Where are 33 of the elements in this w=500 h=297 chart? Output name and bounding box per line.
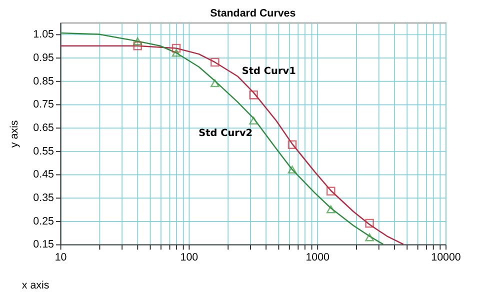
series-label: Std Curv1 <box>242 66 296 78</box>
point <box>249 116 258 124</box>
x-tick-label: 1000 <box>306 251 330 264</box>
point <box>133 41 142 50</box>
chart-title: Standard Curves <box>210 8 296 20</box>
x-tick-label: 100 <box>180 251 198 264</box>
x-axis-title: x axis <box>22 280 50 292</box>
point <box>365 218 374 228</box>
point <box>326 205 336 214</box>
point <box>326 186 336 196</box>
x-tick-label: 10000 <box>431 251 461 264</box>
y-tick-label: 0.35 <box>33 192 54 204</box>
y-axis-title: y axis <box>8 120 21 148</box>
y-tick-label: 0.25 <box>33 215 54 228</box>
y-tick-label: 0.95 <box>33 52 54 64</box>
series-label: Std Curv2 <box>198 128 253 139</box>
y-tick-label: 0.65 <box>33 122 54 134</box>
y-tick-label: 1.05 <box>33 28 54 41</box>
point <box>249 90 258 100</box>
point <box>172 48 181 57</box>
y-tick-label: 0.15 <box>33 238 54 251</box>
point <box>288 166 297 174</box>
point <box>133 37 142 46</box>
point <box>210 58 220 67</box>
point <box>288 140 297 150</box>
y-tick-label: 0.85 <box>33 75 54 88</box>
y-tick-label: 0.75 <box>33 98 54 111</box>
point <box>210 79 220 88</box>
y-tick-label: 0.55 <box>33 145 54 158</box>
point <box>172 44 181 53</box>
y-tick-label: 0.45 <box>33 168 54 181</box>
point <box>365 233 374 242</box>
x-tick-label: 10 <box>54 251 67 264</box>
